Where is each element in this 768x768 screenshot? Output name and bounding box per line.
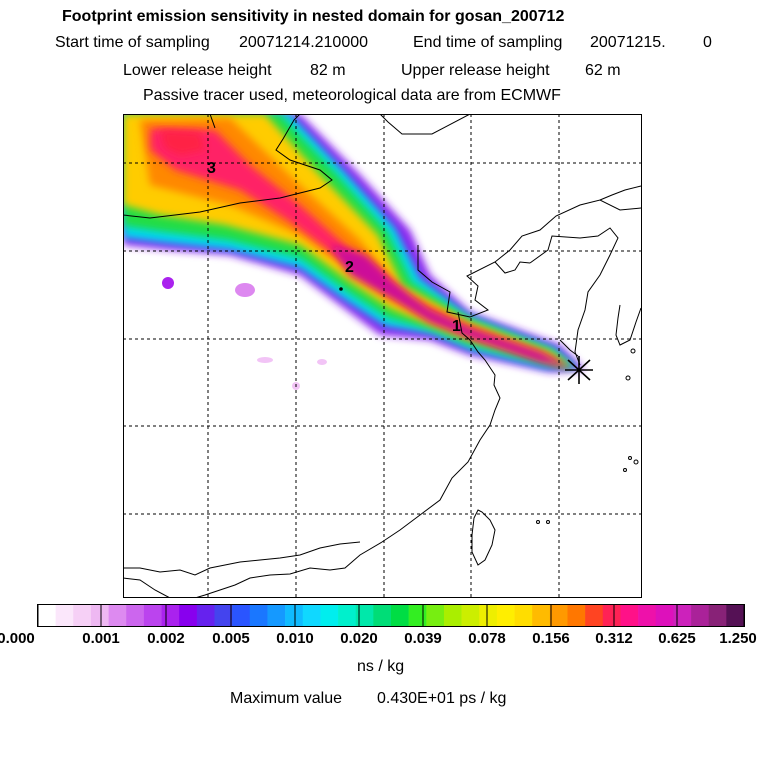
upper-release-label: Upper release height — [401, 62, 550, 79]
patch — [162, 277, 174, 289]
upper-release-value: 62 m — [585, 62, 621, 79]
colorbar-swatch — [320, 605, 339, 626]
colorbar-swatch — [232, 605, 251, 626]
lower-release-value: 82 m — [310, 62, 346, 79]
cluster-label-2: 2 — [345, 259, 354, 276]
colorbar-swatch — [567, 605, 586, 626]
colorbar-swatch — [479, 605, 498, 626]
colorbar-swatch — [638, 605, 657, 626]
colorbar-tick: 1.250 — [719, 630, 757, 647]
colorbar-swatch — [391, 605, 409, 626]
colorbar-swatch — [126, 605, 145, 626]
colorbar-swatch — [55, 605, 74, 626]
colorbar-swatch — [726, 605, 745, 626]
colorbar-swatch — [267, 605, 286, 626]
colorbar-tick: 0.039 — [404, 630, 442, 647]
colorbar-swatch — [90, 605, 109, 626]
max-value-label: Maximum value — [230, 690, 343, 707]
colorbar-swatch — [461, 605, 480, 626]
cluster-label-1: 1 — [452, 318, 461, 335]
colorbar-swatch — [691, 605, 709, 626]
colorbar-swatch — [408, 605, 427, 626]
colorbar-tick: 0.078 — [468, 630, 506, 647]
colorbar-unit: ns / kg — [357, 658, 405, 675]
colorbar-tick: 0.020 — [340, 630, 378, 647]
colorbar-swatch — [196, 605, 215, 626]
colorbar-swatch — [355, 605, 374, 626]
colorbar-swatch — [373, 605, 392, 626]
colorbar-swatch — [338, 605, 356, 626]
patch — [257, 357, 273, 363]
colorbar-swatch — [285, 605, 304, 626]
colorbar-tick: 0.005 — [212, 630, 250, 647]
start-time-label: Start time of sampling — [55, 34, 210, 51]
end-time-value: 20071215. — [590, 34, 666, 51]
patch — [317, 359, 327, 365]
receptor-marker — [565, 356, 593, 384]
colorbar-swatch — [302, 605, 321, 626]
cluster-point — [339, 287, 343, 291]
colorbar — [37, 605, 745, 626]
plume-red-core — [150, 128, 568, 368]
cluster-label-3: 3 — [207, 160, 216, 177]
start-time-value: 20071214.210000 — [239, 34, 369, 51]
colorbar-swatch — [143, 605, 162, 626]
colorbar-swatch — [443, 605, 462, 626]
colorbar-swatch — [620, 605, 639, 626]
colorbar-swatch — [655, 605, 674, 626]
end-time-label: End time of sampling — [413, 34, 563, 51]
max-value: 0.430E+01 ps / kg — [377, 690, 507, 707]
colorbar-swatch — [73, 605, 92, 626]
colorbar-swatch — [179, 605, 198, 626]
colorbar-swatch — [426, 605, 445, 626]
colorbar-tick: 0.312 — [595, 630, 633, 647]
colorbar-swatch — [161, 605, 180, 626]
coastlines — [123, 114, 642, 598]
colorbar-swatch — [214, 605, 233, 626]
colorbar-swatch — [249, 605, 268, 626]
colorbar-tick: 0.156 — [532, 630, 570, 647]
map-title: Footprint emission sensitivity in nested… — [62, 8, 565, 25]
colorbar-swatch — [514, 605, 533, 626]
colorbar-tick: 0.010 — [276, 630, 314, 647]
tracer-note: Passive tracer used, meteorological data… — [143, 87, 561, 104]
end-time-suffix: 0 — [703, 34, 712, 51]
colorbar-swatch — [496, 605, 515, 626]
colorbar-swatch — [585, 605, 604, 626]
map-frame — [123, 114, 642, 598]
colorbar-swatch — [708, 605, 727, 626]
colorbar-swatch — [673, 605, 692, 626]
colorbar-swatch — [38, 605, 56, 626]
lat-lon-grid — [123, 114, 642, 598]
plume-magenta-core — [330, 245, 570, 368]
colorbar-tick: 0.000 — [0, 630, 35, 647]
colorbar-tick: 0.625 — [658, 630, 696, 647]
lower-release-label: Lower release height — [123, 62, 272, 79]
plume-layer: 1 2 3 — [123, 114, 642, 598]
colorbar-tick: 0.002 — [147, 630, 185, 647]
colorbar-swatch — [532, 605, 551, 626]
colorbar-swatch — [602, 605, 621, 626]
plume-hotspot — [160, 130, 205, 155]
colorbar-swatch — [108, 605, 127, 626]
colorbar-swatch — [549, 605, 568, 626]
colorbar-tick: 0.001 — [82, 630, 120, 647]
patch — [235, 283, 255, 297]
colorbar-frame — [37, 604, 745, 627]
